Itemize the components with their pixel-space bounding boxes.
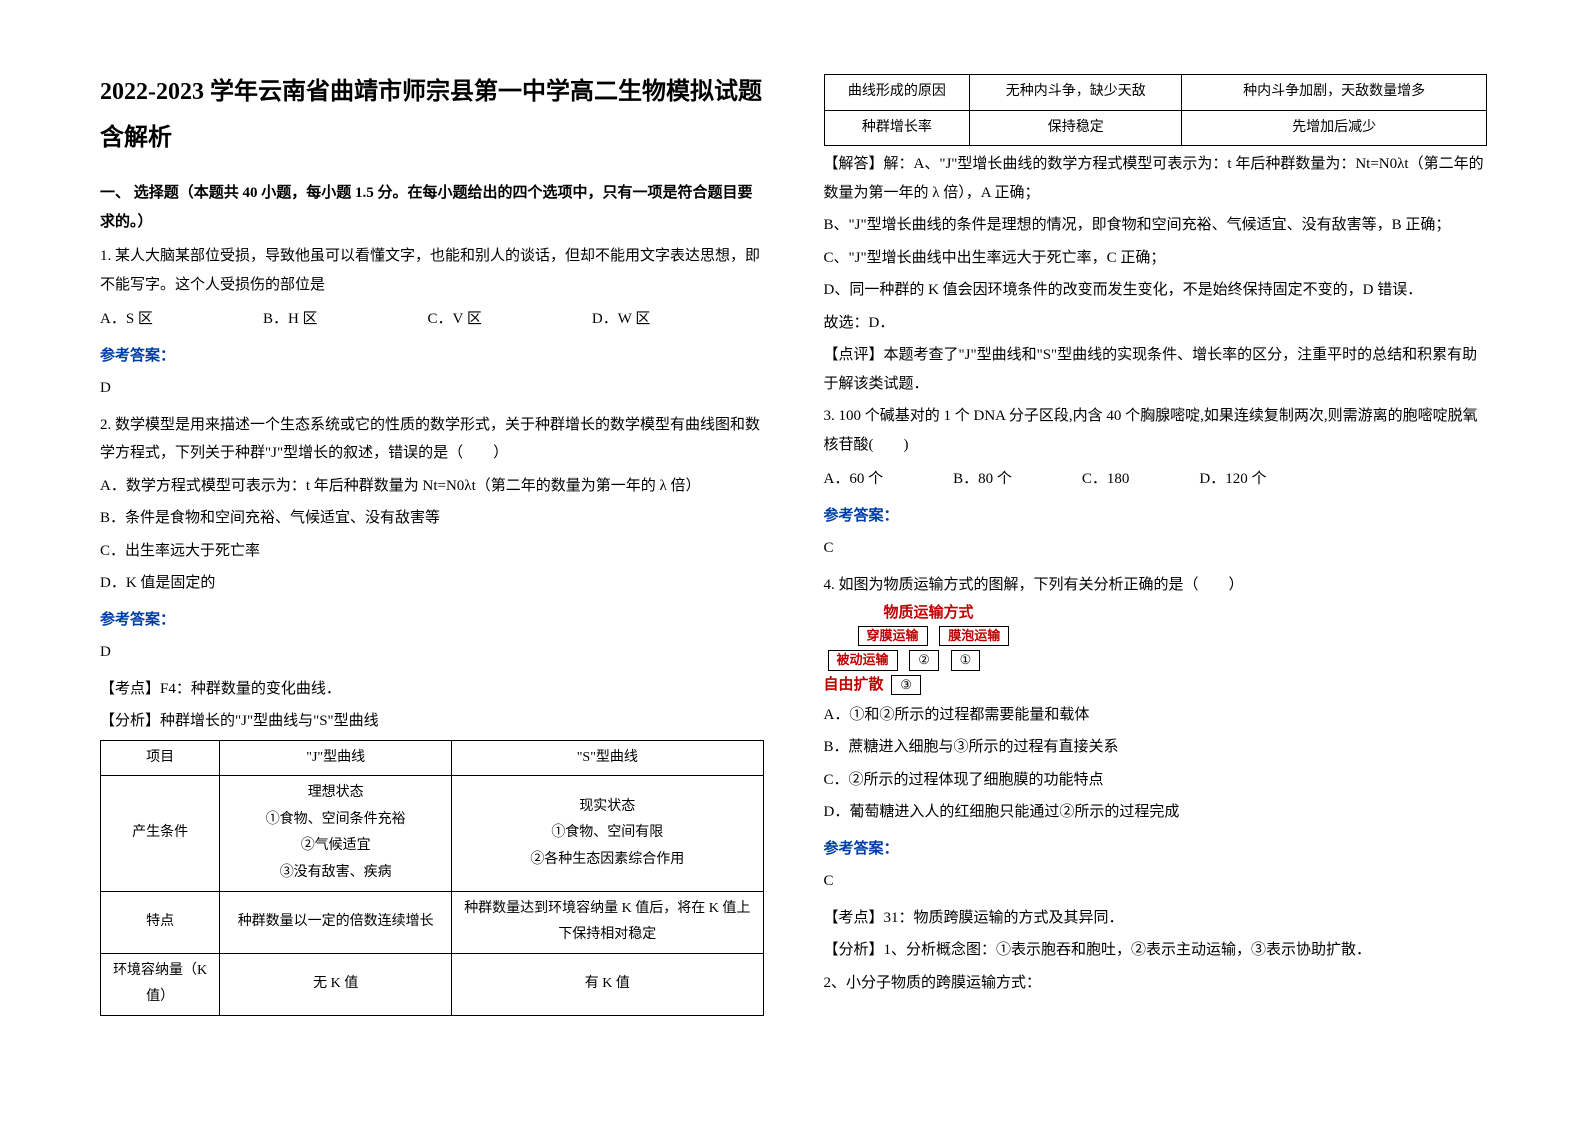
q3-opt-d: D．120 个 (1199, 465, 1266, 494)
q2-jieda-2: C、"J"型增长曲线中出生率远大于死亡率，C 正确； (824, 244, 1488, 273)
t1-c: 种群数量以一定的倍数连续增长 (220, 891, 452, 953)
t1-c: 现实状态 ①食物、空间有限 ②各种生态因素综合作用 (452, 776, 763, 891)
q2-jieda-4: 故选：D． (824, 309, 1488, 338)
q1-opt-d: D．W 区 (592, 305, 650, 334)
diagram-root: 物质运输方式 (884, 605, 974, 621)
q2-opt-c: C．出生率远大于死亡率 (100, 537, 764, 566)
q3-answer: C (824, 534, 1488, 563)
q3-opt-a: A．60 个 (824, 465, 884, 494)
table-row: 环境容纳量（K值） 无 K 值 有 K 值 (101, 953, 764, 1015)
t1-c: 理想状态 ①食物、空间条件充裕 ②气候适宜 ③没有敌害、疾病 (220, 776, 452, 891)
q2-jieda-1: B、"J"型增长曲线的条件是理想的情况，即食物和空间充裕、气候适宜、没有敌害等，… (824, 211, 1488, 240)
table-row: 特点 种群数量以一定的倍数连续增长 种群数量达到环境容纳量 K 值后，将在 K … (101, 891, 764, 953)
q1-opt-b: B．H 区 (263, 305, 318, 334)
diagram-node: 穿膜运输 (858, 626, 928, 646)
q2-jieda-0: 【解答】解：A、"J"型增长曲线的数学方程式模型可表示为：t 年后种群数量为：N… (824, 150, 1488, 207)
t1-c: 特点 (101, 891, 220, 953)
diagram-node: 膜泡运输 (939, 626, 1009, 646)
diagram-node: ② (909, 650, 939, 670)
table-row: 种群增长率 保持稳定 先增加后减少 (824, 110, 1487, 146)
t2-c: 种群增长率 (824, 110, 970, 146)
t1-c: 种群数量达到环境容纳量 K 值后，将在 K 值上下保持相对稳定 (452, 891, 763, 953)
q4-opt-c: C．②所示的过程体现了细胞膜的功能特点 (824, 766, 1488, 795)
t2-c: 无种内斗争，缺少天敌 (970, 75, 1182, 111)
t1-c: 环境容纳量（K值） (101, 953, 220, 1015)
q4-opt-d: D．葡萄糖进入人的红细胞只能通过②所示的过程完成 (824, 798, 1488, 827)
q1-answer: D (100, 374, 764, 403)
q3-options: A．60 个 B．80 个 C．180 D．120 个 (824, 465, 1488, 494)
comparison-table-1: 项目 "J"型曲线 "S"型曲线 产生条件 理想状态 ①食物、空间条件充裕 ②气… (100, 740, 764, 1016)
diagram-node-label: 自由扩散 (824, 677, 884, 693)
q4-opt-b: B．蔗糖进入细胞与③所示的过程有直接关系 (824, 733, 1488, 762)
q4-ref-label: 参考答案： (824, 835, 1488, 864)
q2-dianping: 【点评】本题考查了"J"型曲线和"S"型曲线的实现条件、增长率的区分，注重平时的… (824, 341, 1488, 398)
diagram-node: ① (951, 650, 981, 670)
t1-c: "S"型曲线 (452, 740, 763, 776)
page: 2022-2023 学年云南省曲靖市师宗县第一中学高二生物模拟试题含解析 一、 … (0, 0, 1587, 1056)
q2-opt-b: B．条件是食物和空间充裕、气候适宜、没有敌害等 (100, 504, 764, 533)
t2-c: 先增加后减少 (1182, 110, 1487, 146)
q3-stem: 3. 100 个碱基对的 1 个 DNA 分子区段,内含 40 个胸腺嘧啶,如果… (824, 402, 1488, 459)
q4-fenxi2: 2、小分子物质的跨膜运输方式： (824, 969, 1488, 998)
t2-c: 曲线形成的原因 (824, 75, 970, 111)
q1-opt-c: C．V 区 (428, 305, 482, 334)
q2-jieda-3: D、同一种群的 K 值会因环境条件的改变而发生变化，不是始终保持固定不变的，D … (824, 276, 1488, 305)
q4-stem: 4. 如图为物质运输方式的图解，下列有关分析正确的是（ ） (824, 571, 1488, 600)
section-1-heading: 一、 选择题（本题共 40 小题，每小题 1.5 分。在每小题给出的四个选项中，… (100, 179, 764, 236)
q4-opt-a: A．①和②所示的过程都需要能量和载体 (824, 701, 1488, 730)
table-row: 项目 "J"型曲线 "S"型曲线 (101, 740, 764, 776)
t2-c: 种内斗争加剧，天敌数量增多 (1182, 75, 1487, 111)
t1-c: 无 K 值 (220, 953, 452, 1015)
t1-c: 产生条件 (101, 776, 220, 891)
left-column: 2022-2023 学年云南省曲靖市师宗县第一中学高二生物模拟试题含解析 一、 … (100, 70, 764, 1016)
table-row: 产生条件 理想状态 ①食物、空间条件充裕 ②气候适宜 ③没有敌害、疾病 现实状态… (101, 776, 764, 891)
q2-stem: 2. 数学模型是用来描述一个生态系统或它的性质的数学形式，关于种群增长的数学模型… (100, 411, 764, 468)
q1-ref-label: 参考答案： (100, 342, 764, 371)
q4-fenxi1: 【分析】1、分析概念图：①表示胞吞和胞吐，②表示主动运输，③表示协助扩散． (824, 936, 1488, 965)
q3-opt-b: B．80 个 (953, 465, 1012, 494)
q4-answer: C (824, 867, 1488, 896)
q3-opt-c: C．180 (1082, 465, 1130, 494)
t2-c: 保持稳定 (970, 110, 1182, 146)
q1-opt-a: A．S 区 (100, 305, 153, 334)
diagram-node: ③ (891, 675, 921, 695)
q2-ref-label: 参考答案： (100, 606, 764, 635)
q3-ref-label: 参考答案： (824, 502, 1488, 531)
right-column: 曲线形成的原因 无种内斗争，缺少天敌 种内斗争加剧，天敌数量增多 种群增长率 保… (824, 70, 1488, 1016)
diagram-node: 被动运输 (828, 650, 898, 670)
q2-fenxi: 【分析】种群增长的"J"型曲线与"S"型曲线 (100, 707, 764, 736)
t1-c: 项目 (101, 740, 220, 776)
q1-stem: 1. 某人大脑某部位受损，导致他虽可以看懂文字，也能和别人的谈话，但却不能用文字… (100, 242, 764, 299)
q2-kaodian: 【考点】F4：种群数量的变化曲线． (100, 675, 764, 704)
t1-c: "J"型曲线 (220, 740, 452, 776)
q4-kaodian: 【考点】31：物质跨膜运输的方式及其异同． (824, 904, 1488, 933)
comparison-table-2: 曲线形成的原因 无种内斗争，缺少天敌 种内斗争加剧，天敌数量增多 种群增长率 保… (824, 74, 1488, 146)
q2-opt-d: D．K 值是固定的 (100, 569, 764, 598)
q1-options: A．S 区 B．H 区 C．V 区 D．W 区 (100, 305, 764, 334)
t1-c: 有 K 值 (452, 953, 763, 1015)
q2-opt-a: A．数学方程式模型可表示为：t 年后种群数量为 Nt=N0λt（第二年的数量为第… (100, 472, 764, 501)
doc-title: 2022-2023 学年云南省曲靖市师宗县第一中学高二生物模拟试题含解析 (100, 70, 764, 161)
table-row: 曲线形成的原因 无种内斗争，缺少天敌 种内斗争加剧，天敌数量增多 (824, 75, 1487, 111)
q2-answer: D (100, 638, 764, 667)
q4-diagram: 物质运输方式 穿膜运输 膜泡运输 被动运输 ② ① 自由扩散 ③ (824, 603, 1488, 697)
